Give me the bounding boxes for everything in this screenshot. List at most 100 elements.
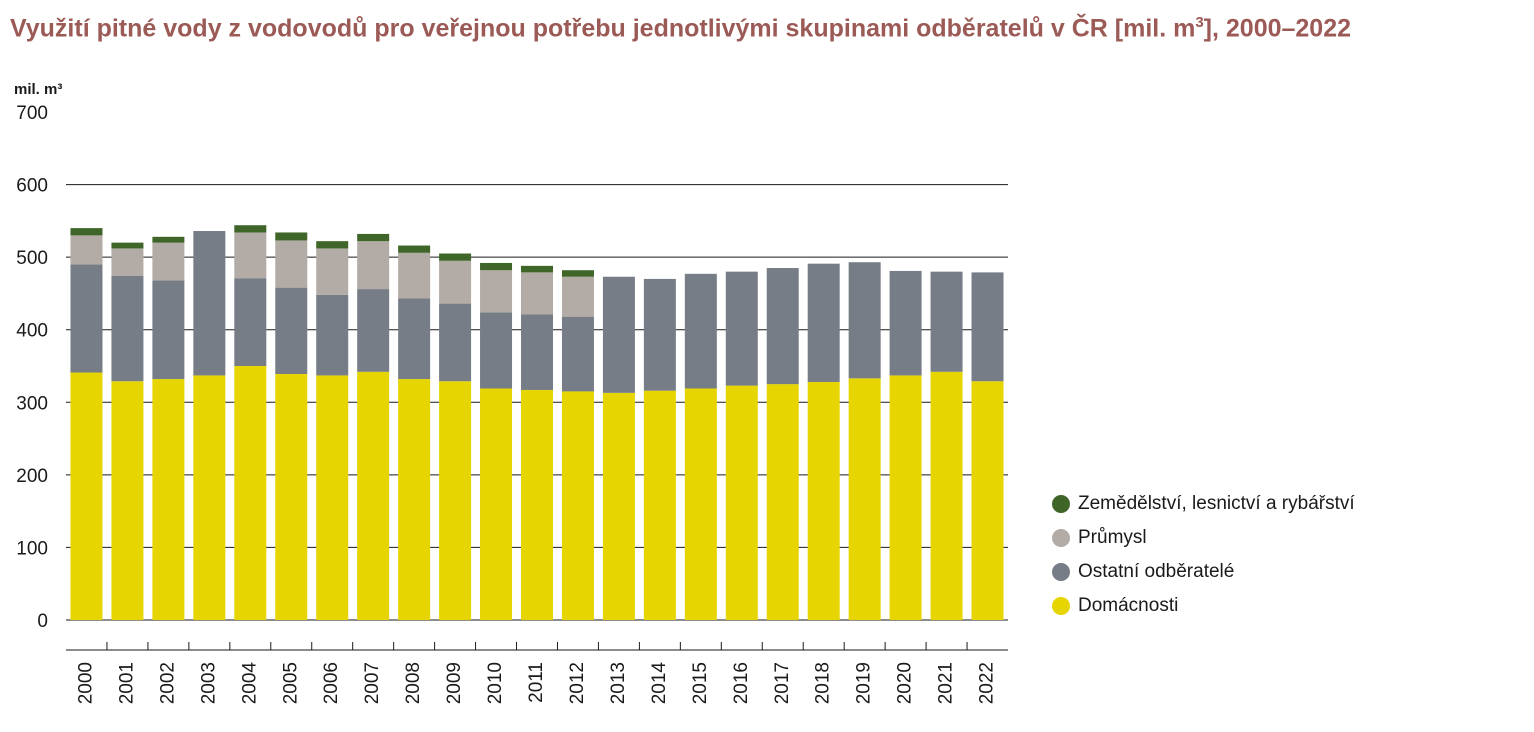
- bar-2010-series-3: [480, 262, 513, 271]
- bar-2004-series-1: [234, 278, 267, 366]
- bar-2019-series-0: [848, 378, 881, 620]
- bar-2007-series-0: [357, 371, 390, 620]
- x-tick-label-2001: 2001: [116, 662, 137, 704]
- bar-2016-series-0: [725, 385, 758, 620]
- bar-2012-series-0: [561, 391, 594, 620]
- legend-item-0: Zemědělství, lesnictví a rybářství: [1052, 487, 1355, 521]
- bar-2000-series-0: [70, 372, 103, 620]
- bar-2007-series-3: [357, 233, 390, 242]
- y-axis-ticks: 0 100 200 300 400 500 600 700: [16, 103, 48, 632]
- y-tick-label-0: 0: [37, 611, 48, 632]
- bar-2012-series-1: [561, 316, 594, 392]
- x-tick-label-2008: 2008: [403, 662, 424, 704]
- bar-2015-series-0: [684, 388, 717, 620]
- x-tick-label-2004: 2004: [239, 662, 260, 705]
- bar-2009-series-3: [439, 253, 472, 261]
- bar-2005-series-3: [275, 232, 308, 241]
- bar-2006-series-1: [316, 294, 349, 376]
- bar-2012-series-3: [561, 270, 594, 277]
- bar-2005-series-0: [275, 373, 308, 620]
- bar-2011-series-3: [521, 265, 553, 273]
- bar-2021-series-1: [930, 271, 963, 372]
- bar-2012-series-2: [561, 276, 594, 317]
- bar-2001-series-2: [111, 248, 144, 277]
- x-tick-label-2005: 2005: [280, 662, 301, 704]
- bars: [70, 225, 1004, 620]
- bar-2005-series-2: [275, 240, 308, 288]
- bar-2022-series-1: [971, 272, 1004, 382]
- x-tick-label-2018: 2018: [813, 662, 834, 704]
- bar-2002-series-0: [152, 379, 185, 620]
- bar-2003-series-1: [193, 231, 226, 376]
- bar-2010-series-0: [480, 388, 513, 620]
- bar-2006-series-0: [316, 375, 349, 620]
- bar-2006-series-2: [316, 248, 349, 295]
- legend-swatch: [1052, 563, 1070, 581]
- y-tick-label-400: 400: [16, 321, 48, 342]
- bar-2000-series-2: [70, 235, 103, 265]
- bar-2002-series-1: [152, 280, 185, 380]
- bar-2008-series-2: [398, 252, 431, 299]
- legend-label: Průmysl: [1078, 527, 1147, 548]
- bar-2006-series-3: [316, 241, 349, 249]
- x-axis: 2000 2001 2002 2003 2004 2005 2006 2007 2008 2009…: [66, 642, 1008, 704]
- y-tick-label-200: 200: [16, 466, 48, 487]
- bar-2005-series-1: [275, 287, 308, 374]
- legend-label: Domácnosti: [1078, 595, 1179, 616]
- bar-2009-series-0: [439, 381, 472, 620]
- legend-item-2: Ostatní odběratelé: [1052, 555, 1355, 589]
- bar-2002-series-3: [152, 236, 185, 243]
- bar-2004-series-2: [234, 232, 267, 279]
- bar-2017-series-0: [766, 384, 799, 620]
- y-tick-label-100: 100: [16, 538, 48, 559]
- x-tick-label-2017: 2017: [772, 662, 793, 704]
- bar-2001-series-3: [111, 242, 144, 249]
- y-tick-label-300: 300: [16, 393, 48, 414]
- bar-2015-series-1: [684, 273, 717, 389]
- bar-2001-series-1: [111, 276, 144, 382]
- x-tick-label-2014: 2014: [649, 662, 670, 705]
- legend-item-3: Domácnosti: [1052, 589, 1355, 623]
- y-tick-label-700: 700: [16, 103, 48, 124]
- legend-swatch: [1052, 597, 1070, 615]
- x-tick-label-2009: 2009: [444, 662, 465, 704]
- bar-2000-series-1: [70, 264, 103, 373]
- bar-2016-series-1: [725, 271, 758, 386]
- bar-2008-series-0: [398, 379, 431, 620]
- y-tick-label-500: 500: [16, 248, 48, 269]
- x-tick-label-2012: 2012: [567, 662, 588, 704]
- bar-2014-series-1: [643, 278, 676, 391]
- bar-2013-series-0: [602, 392, 635, 620]
- x-tick-label-2020: 2020: [895, 662, 916, 704]
- bar-2004-series-3: [234, 225, 267, 233]
- bar-2011-series-1: [521, 314, 553, 390]
- x-tick-label-2007: 2007: [362, 662, 383, 704]
- x-tick-label-2002: 2002: [157, 662, 178, 704]
- bar-2004-series-0: [234, 366, 267, 620]
- y-axis-unit-label: mil. m³: [14, 81, 62, 98]
- x-tick-label-2000: 2000: [75, 662, 96, 704]
- x-tick-label-2006: 2006: [321, 662, 342, 704]
- bar-2020-series-0: [889, 375, 922, 620]
- bar-2018-series-1: [807, 263, 840, 382]
- x-tick-label-2021: 2021: [936, 662, 957, 704]
- x-tick-label-2016: 2016: [731, 662, 752, 704]
- bar-2018-series-0: [807, 381, 840, 620]
- bar-2000-series-3: [70, 228, 103, 236]
- bar-2003-series-0: [193, 375, 226, 620]
- legend-label: Zemědělství, lesnictví a rybářství: [1078, 493, 1355, 514]
- bar-2017-series-1: [766, 268, 799, 385]
- bar-2002-series-2: [152, 242, 185, 281]
- bar-2022-series-0: [971, 381, 1004, 620]
- bar-2010-series-2: [480, 270, 513, 313]
- x-tick-label-2022: 2022: [977, 662, 998, 704]
- legend: Zemědělství, lesnictví a rybářství Průmys…: [1052, 487, 1355, 623]
- legend-item-1: Průmysl: [1052, 521, 1355, 555]
- x-tick-label-2015: 2015: [690, 662, 711, 704]
- bar-2021-series-0: [930, 371, 963, 620]
- chart-title: Využití pitné vody z vodovodů pro veřejn…: [10, 14, 1352, 43]
- x-tick-label-2013: 2013: [608, 662, 629, 704]
- bar-2011-series-2: [521, 272, 553, 315]
- bar-2007-series-2: [357, 241, 390, 290]
